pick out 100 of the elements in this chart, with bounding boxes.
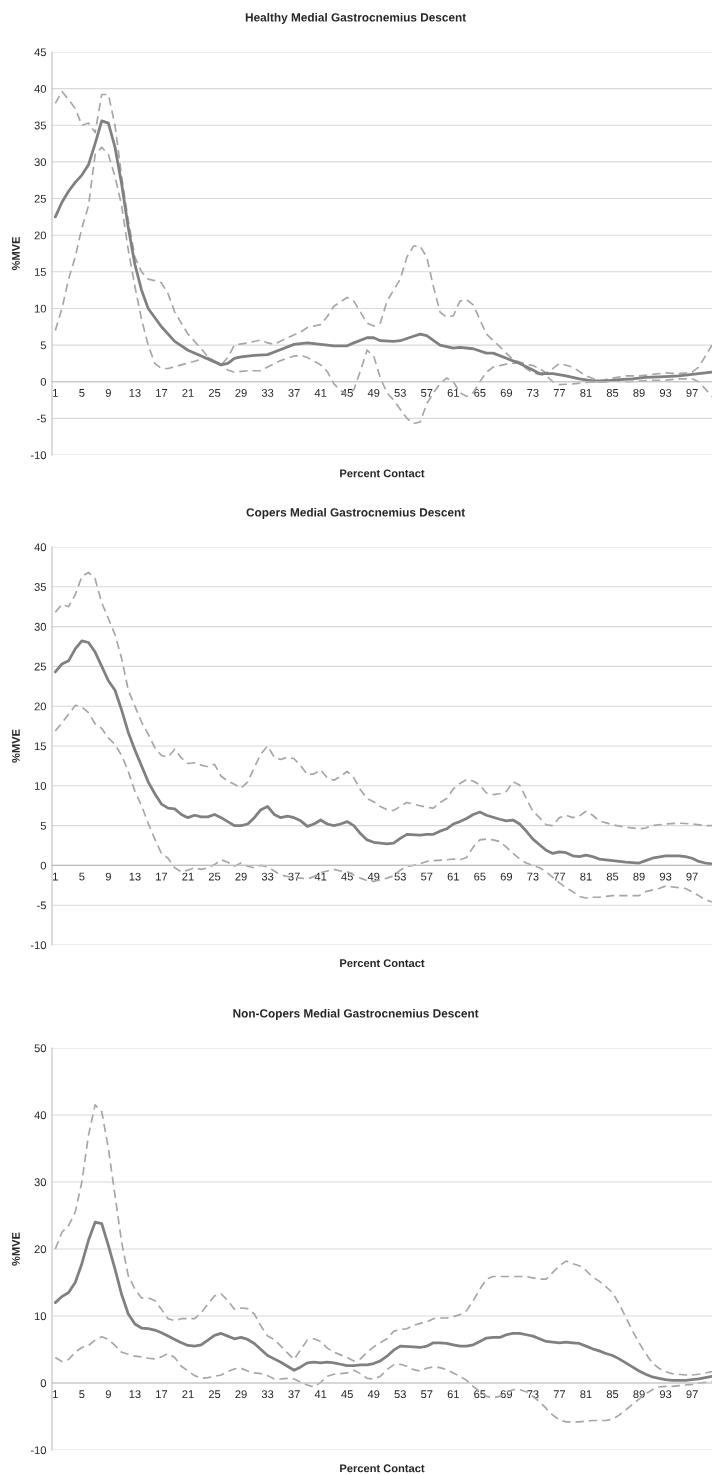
- x-tick-label: 73: [527, 872, 539, 881]
- x-tick-label: 73: [527, 388, 539, 397]
- x-tick-label: 33: [261, 388, 274, 397]
- x-tick-label: 89: [633, 388, 645, 397]
- y-tick-label: 10: [34, 782, 47, 790]
- x-tick-label: 9: [105, 872, 111, 881]
- x-tick-label: 29: [235, 1390, 247, 1399]
- x-axis-title: Percent Contact: [340, 959, 425, 968]
- x-tick-label: 85: [606, 872, 619, 881]
- x-tick-label: 69: [500, 872, 513, 881]
- x-tick-label: 25: [208, 388, 221, 397]
- line-series: [54, 704, 712, 903]
- x-tick-label: 21: [182, 1390, 194, 1398]
- x-tick-label: 65: [474, 872, 486, 881]
- x-tick-label: 53: [394, 872, 406, 881]
- x-tick-label: 85: [606, 1390, 619, 1399]
- x-tick-label: 17: [156, 1390, 168, 1398]
- y-tick-label: 0: [40, 1379, 47, 1388]
- x-tick-label: 97: [686, 388, 698, 397]
- y-tick-label: 20: [34, 1245, 47, 1254]
- y-tick-label: 40: [34, 84, 47, 93]
- y-tick-label: -5: [37, 901, 46, 910]
- y-tick-label: 20: [34, 702, 47, 711]
- x-tick-label: 53: [394, 388, 406, 397]
- x-tick-label: 17: [156, 872, 168, 881]
- x-tick-label: 1: [53, 389, 58, 397]
- x-tick-label: 13: [129, 872, 141, 881]
- line-series: [54, 1104, 712, 1376]
- line-series: [54, 571, 712, 830]
- x-tick-label: 69: [500, 388, 513, 397]
- x-tick-label: 81: [580, 1390, 592, 1399]
- y-tick-label: 30: [34, 158, 47, 167]
- x-tick-label: 21: [182, 388, 194, 397]
- y-tick-label: -10: [30, 941, 47, 950]
- y-tick-label: -5: [37, 414, 46, 423]
- chart-title: Healthy Medial Gastrocnemius Descent: [245, 12, 467, 24]
- x-tick-label: 77: [553, 1390, 566, 1398]
- y-axis-title: %MVE: [12, 729, 20, 763]
- x-tick-label: 77: [553, 872, 566, 881]
- y-tick-label: 40: [34, 1111, 47, 1120]
- y-tick-label: -10: [30, 451, 47, 460]
- x-tick-label: 37: [288, 1390, 300, 1399]
- x-tick-label: 57: [421, 872, 433, 881]
- x-tick-label: 65: [474, 1390, 486, 1399]
- y-tick-label: 40: [34, 543, 47, 552]
- y-tick-label: 35: [34, 121, 46, 130]
- x-tick-label: 33: [261, 1390, 274, 1399]
- x-tick-label: 53: [394, 1390, 406, 1399]
- x-tick-label: 93: [659, 1390, 672, 1399]
- y-axis-title: %MVE: [12, 236, 20, 271]
- x-tick-label: 97: [686, 1390, 698, 1399]
- x-tick-label: 29: [235, 872, 247, 881]
- x-tick-label: 25: [208, 1390, 221, 1399]
- x-tick-label: 49: [367, 872, 380, 881]
- y-tick-label: 15: [34, 742, 46, 751]
- x-tick-label: 29: [235, 388, 247, 397]
- y-tick-label: 5: [40, 821, 46, 830]
- x-tick-label: 61: [447, 872, 459, 881]
- x-tick-label: 49: [367, 1390, 380, 1399]
- x-tick-label: 65: [474, 388, 486, 397]
- x-tick-label: 45: [341, 1390, 353, 1399]
- x-tick-label: 41: [314, 872, 327, 881]
- y-axis-title: %MVE: [12, 1232, 20, 1266]
- y-tick-label: -10: [30, 1446, 47, 1455]
- y-tick-label: 35: [34, 583, 46, 591]
- x-tick-label: 89: [633, 872, 645, 881]
- chart-title: Non-Copers Medial Gastrocnemius Descent: [233, 1008, 479, 1020]
- x-tick-label: 81: [580, 872, 592, 881]
- y-tick-label: 25: [34, 194, 46, 203]
- x-tick-label: 61: [447, 388, 459, 397]
- y-tick-label: 45: [34, 48, 46, 57]
- y-tick-label: 50: [34, 1044, 47, 1053]
- y-tick-label: 20: [34, 231, 47, 240]
- x-tick-label: 1: [53, 872, 58, 881]
- x-tick-label: 93: [659, 872, 672, 881]
- x-tick-label: 17: [156, 389, 168, 397]
- x-tick-label: 93: [659, 388, 672, 397]
- x-tick-label: 21: [182, 872, 194, 881]
- y-tick-label: 0: [40, 861, 47, 870]
- y-tick-label: 10: [34, 304, 47, 313]
- line-series: [53, 1220, 712, 1382]
- x-tick-label: 13: [129, 1390, 141, 1399]
- x-tick-label: 81: [580, 388, 592, 397]
- x-tick-label: 25: [208, 872, 221, 881]
- x-tick-label: 57: [421, 389, 433, 397]
- x-tick-label: 41: [314, 389, 327, 397]
- x-axis-title: Percent Contact: [340, 469, 425, 478]
- x-tick-label: 9: [105, 388, 111, 397]
- x-tick-label: 49: [367, 388, 380, 397]
- x-tick-label: 85: [606, 388, 619, 397]
- x-tick-label: 97: [686, 872, 698, 881]
- x-tick-label: 57: [421, 1390, 433, 1399]
- line-series: [54, 146, 712, 425]
- x-tick-label: 5: [79, 872, 85, 881]
- x-tick-label: 61: [447, 1390, 459, 1399]
- x-tick-label: 9: [105, 1390, 111, 1399]
- y-tick-label: 30: [34, 1178, 47, 1187]
- x-tick-label: 37: [288, 872, 300, 881]
- x-tick-label: 13: [129, 388, 141, 397]
- x-tick-label: 77: [553, 389, 566, 397]
